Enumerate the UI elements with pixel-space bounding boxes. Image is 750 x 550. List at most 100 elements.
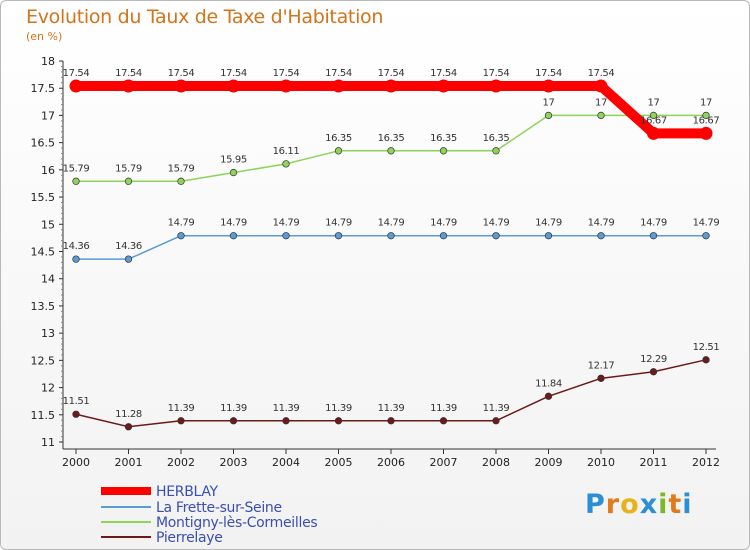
data-point [72, 410, 80, 418]
data-point [384, 79, 398, 93]
data-point [544, 232, 553, 240]
data-point [702, 232, 710, 240]
data-point [282, 160, 290, 168]
chart-subtitle: (en %) [26, 30, 63, 43]
data-point [437, 79, 450, 93]
y-tick-label: 16.5 [31, 137, 56, 150]
data-label: 11.39 [220, 403, 247, 414]
data-point [492, 417, 500, 425]
data-point [334, 232, 343, 240]
data-point [597, 111, 605, 120]
data-point [279, 79, 293, 93]
data-point [334, 147, 343, 155]
data-point [174, 79, 188, 93]
data-point [122, 79, 135, 93]
data-label: 12.51 [693, 342, 720, 353]
x-tick-label: 2001 [115, 456, 143, 469]
logo-letter: i [682, 489, 693, 520]
data-label: 14.79 [220, 218, 247, 229]
data-point [702, 111, 710, 120]
x-tick-label: 2006 [377, 456, 405, 469]
data-label: 14.79 [273, 218, 300, 229]
data-point [647, 126, 660, 140]
data-label: 15.79 [115, 163, 142, 174]
logo-letter: i [658, 489, 669, 520]
data-label: 17.54 [588, 68, 615, 79]
series-herblay: 17.54 17.54 17.54 17.54 17.54 17.54 17.54 17.54… [63, 68, 720, 140]
data-label: 11.39 [325, 403, 352, 414]
data-point [542, 79, 555, 93]
data-label: 14.79 [483, 218, 510, 229]
data-point [597, 374, 605, 382]
legend-item: HERBLAY [101, 484, 219, 500]
proxiti-logo: Proxiti [585, 489, 693, 520]
x-tick-label: 2000 [62, 456, 90, 469]
data-point [439, 417, 448, 425]
data-label: 11.39 [430, 403, 457, 414]
data-label: 17.54 [430, 68, 457, 79]
data-point [649, 232, 658, 240]
data-label: 14.79 [640, 218, 667, 229]
data-label: 14.79 [378, 218, 405, 229]
data-label: 17.54 [535, 68, 562, 79]
y-tick-label: 18 [41, 55, 55, 68]
data-label: 17.54 [483, 68, 510, 79]
data-point [492, 147, 500, 155]
data-label: 14.79 [168, 218, 195, 229]
data-point [69, 79, 83, 93]
x-tick-label: 2012 [692, 456, 720, 469]
chart-title: Evolution du Taux de Taxe d'Habitation [26, 6, 384, 28]
data-label: 17.54 [115, 68, 142, 79]
data-point [177, 417, 185, 425]
x-tick-label: 2005 [325, 456, 353, 469]
data-point [177, 232, 185, 240]
y-tick-label: 14 [41, 273, 55, 286]
data-label: 14.79 [535, 218, 562, 229]
y-tick-label: 17 [41, 109, 55, 122]
data-label: 17 [543, 97, 555, 108]
x-tick-label: 2009 [535, 456, 563, 469]
data-label: 11.84 [535, 378, 562, 389]
y-tick-label: 15.5 [31, 191, 56, 204]
data-point [124, 255, 133, 263]
data-label: 14.79 [693, 218, 720, 229]
data-label: 11.39 [483, 403, 510, 414]
legend-item: Pierrelaye [101, 530, 223, 546]
data-point [124, 177, 133, 185]
data-point [597, 232, 605, 240]
series-layer: 11.51 11.28 11.39 11.39 11.39 11.39 11.39 11.39… [63, 68, 720, 431]
data-point [72, 255, 80, 263]
data-label: 11.39 [168, 403, 195, 414]
x-tick-label: 2010 [587, 456, 615, 469]
data-label: 16.67 [693, 115, 720, 126]
data-point [229, 168, 238, 177]
y-tick-label: 17.5 [31, 82, 56, 95]
data-label: 15.79 [63, 163, 90, 174]
axes: 1111.51212.51313.51414.51515.51616.51717… [31, 55, 721, 469]
data-label: 11.39 [378, 403, 405, 414]
data-label: 17 [700, 97, 712, 108]
legend-item: Montigny-lès-Cormeilles [101, 515, 318, 531]
data-point [489, 79, 503, 93]
data-point [439, 232, 448, 240]
logo-letter: P [585, 489, 606, 520]
y-tick-label: 14.5 [31, 246, 56, 259]
legend-label: Montigny-lès-Cormeilles [156, 515, 317, 531]
data-point [124, 423, 133, 431]
data-point [544, 111, 553, 120]
data-point [544, 392, 553, 400]
data-point [387, 232, 395, 240]
data-point [229, 232, 238, 240]
data-point [72, 177, 80, 185]
data-label: 17.54 [273, 68, 300, 79]
y-tick-label: 12 [41, 382, 55, 395]
data-label: 14.36 [63, 241, 90, 252]
data-point [594, 79, 608, 93]
x-tick-label: 2004 [272, 456, 300, 469]
data-point [229, 417, 238, 425]
data-point [439, 147, 448, 155]
data-point [282, 417, 290, 425]
data-label: 11.51 [63, 396, 90, 407]
data-label: 15.79 [168, 163, 195, 174]
